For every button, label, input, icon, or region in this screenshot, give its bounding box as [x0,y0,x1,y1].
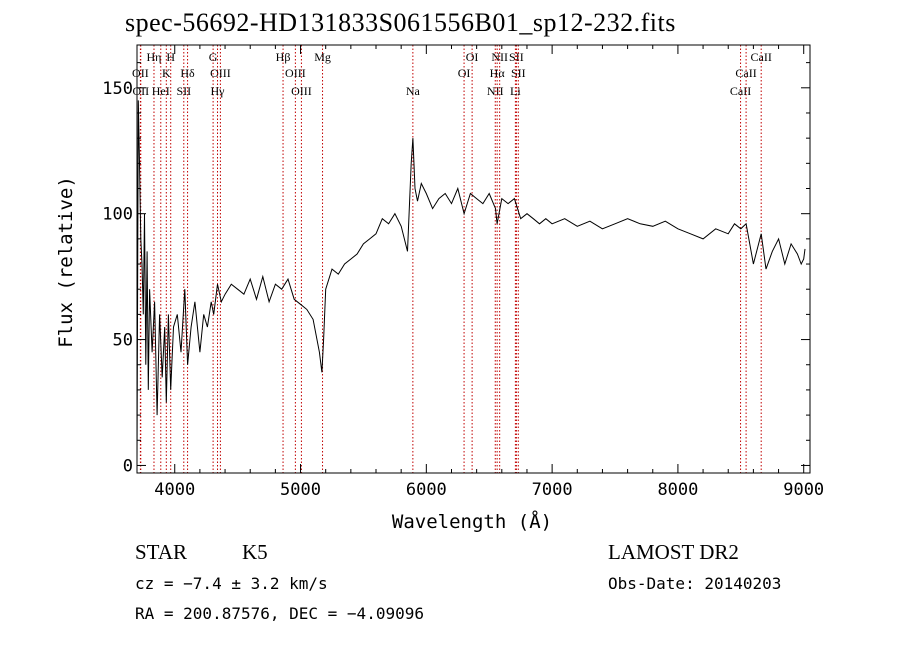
x-tick-label: 4000 [154,480,195,500]
y-tick-label: 50 [113,331,133,351]
spectral-line-label: OII [132,84,149,98]
spectral-line-label: Na [406,84,421,98]
spectral-line-label: OIII [291,84,312,98]
y-tick-label: 100 [102,205,133,225]
spectral-line-label: NII [487,84,504,98]
x-tick-label: 6000 [406,480,447,500]
y-tick-label: 0 [123,456,133,476]
x-axis-label: Wavelength (Å) [392,510,552,533]
spectral-line-label: Hγ [211,84,226,98]
spectrum-line [136,100,806,461]
spectral-line-label: NII [491,50,508,64]
spectral-line-label: Hβ [276,50,291,64]
x-tick-label: 9000 [783,480,824,500]
spectral-line-label: Li [510,84,521,98]
redshift-cz: cz = −7.4 ± 3.2 km/s [135,574,328,593]
ra-dec-coordinates: RA = 200.87576, DEC = −4.09096 [135,604,424,623]
spectral-line-label: Hδ [180,66,195,80]
spectral-line-label: OI [458,66,471,80]
spectral-line-label: Mg [314,50,331,64]
spectral-line-label: CaII [730,84,751,98]
spectral-line-label: H [166,50,175,64]
spectral-line-label: OIII [285,66,306,80]
spectral-line-label: Hα [490,66,506,80]
x-tick-label: 8000 [657,480,698,500]
plot-frame [136,44,811,474]
spectral-line-label: OIII [210,66,231,80]
x-tick-label: 7000 [532,480,573,500]
spectral-line-label: SII [511,66,526,80]
chart-title: spec-56692-HD131833S061556B01_sp12-232.f… [125,8,676,37]
spectral-line-label: K [162,66,171,80]
object-class: STAR [135,540,187,564]
survey-name: LAMOST DR2 [608,540,739,564]
spectral-line-label: HeI [152,84,170,98]
spectral-line-label: OI [466,50,479,64]
spectral-line-label: SII [509,50,524,64]
x-tick-label: 5000 [280,480,321,500]
spectral-line-label: CaII [751,50,772,64]
spectral-line-label: SII [176,84,191,98]
observation-date: Obs-Date: 20140203 [608,574,782,593]
y-tick-label: 150 [102,79,133,99]
spectral-line-label: Hη [147,50,162,64]
spectral-type: K5 [242,540,268,564]
spectral-line-label: CaII [735,66,756,80]
y-axis-label: Flux (relative) [55,176,77,348]
spectral-line-label: G [209,50,218,64]
